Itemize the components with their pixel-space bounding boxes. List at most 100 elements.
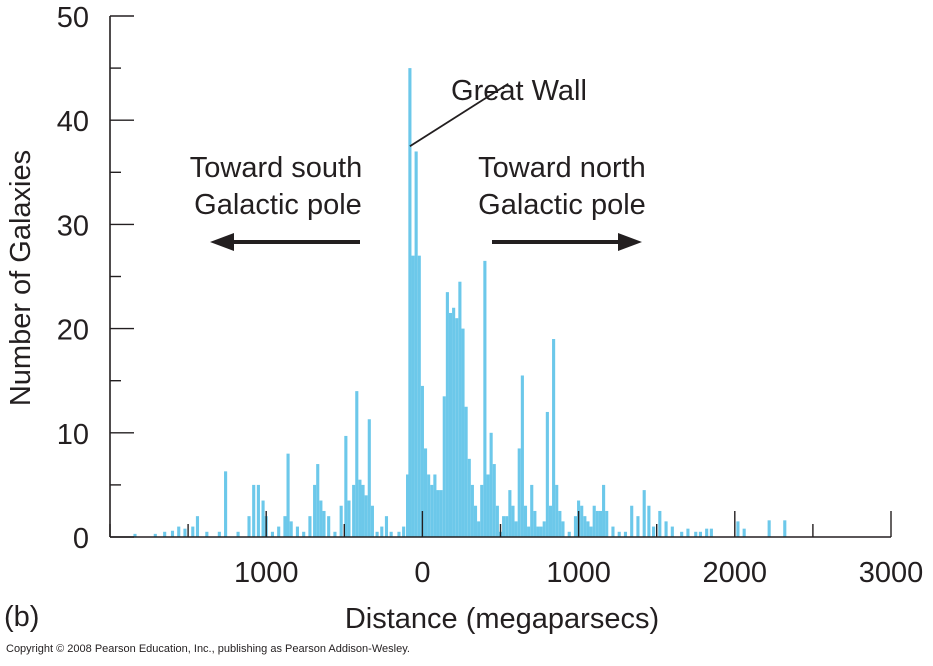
histogram-bar [406, 474, 410, 537]
histogram-bar [617, 531, 621, 537]
x-tick-label: 3000 [859, 557, 924, 589]
histogram-bar [705, 528, 709, 537]
histogram-bar [686, 528, 690, 537]
histogram-bar [423, 448, 428, 537]
histogram-bar [461, 328, 465, 537]
histogram-bar [527, 526, 531, 537]
histogram-bar [322, 510, 326, 537]
histogram-bar [436, 490, 440, 537]
histogram-bar [520, 375, 524, 537]
histogram-bar [586, 521, 590, 537]
y-tick-label: 50 [57, 2, 89, 34]
copyright-notice: Copyright © 2008 Pearson Education, Inc.… [6, 643, 410, 655]
histogram-bar [408, 68, 412, 537]
histogram-bar [736, 521, 740, 537]
histogram-bar [477, 521, 481, 537]
histogram-bar [611, 526, 615, 537]
histogram-bar [783, 520, 787, 537]
x-axis-title: Distance (megaparsecs) [345, 603, 659, 635]
histogram-bar [414, 151, 418, 537]
histogram-bar [505, 516, 509, 537]
histogram-bar [523, 505, 528, 537]
histogram-bar [483, 260, 487, 537]
histogram-bar [592, 505, 596, 537]
histogram-bar [480, 484, 484, 537]
histogram-bar [589, 526, 593, 537]
histogram-bar [339, 505, 343, 537]
histogram-bar [247, 516, 251, 537]
bars-group [133, 68, 787, 537]
south-pole-label-line2: Galactic pole [194, 189, 362, 221]
histogram-bar [492, 464, 496, 537]
histogram-bar [502, 516, 506, 537]
histogram-bar [133, 533, 137, 537]
histogram-bar [709, 528, 713, 537]
histogram-bar [389, 531, 393, 537]
histogram-bar [183, 528, 187, 537]
histogram-bar [605, 510, 609, 537]
histogram-bar [598, 510, 603, 537]
south-pole-label-line1: Toward south [190, 152, 363, 184]
histogram-bar [670, 526, 674, 537]
histogram-bar [467, 458, 471, 537]
histogram-bar [561, 521, 565, 537]
histogram-bar [205, 531, 209, 537]
histogram-bar [420, 385, 424, 537]
histogram-bar [277, 526, 281, 537]
x-tick-label: 1000 [234, 557, 299, 589]
histogram-bar [442, 396, 446, 537]
histogram-bar [445, 292, 449, 537]
histogram-bar [517, 448, 521, 537]
histogram-bar [664, 521, 668, 537]
histogram-bar [256, 484, 260, 537]
great-wall-leader-line [409, 82, 509, 148]
histogram-bar [402, 526, 406, 537]
histogram-bar [767, 520, 771, 537]
histogram-bar [411, 255, 415, 537]
y-tick-label: 20 [57, 315, 89, 347]
left-arrow [210, 233, 360, 251]
panel-label: (b) [4, 601, 39, 633]
histogram-bar [417, 255, 421, 537]
histogram-bar [473, 505, 478, 537]
histogram-bar [427, 474, 431, 537]
histogram-bar [283, 516, 287, 537]
histogram-bar [694, 531, 698, 537]
histogram-bar [236, 531, 240, 537]
histogram-bar [224, 471, 228, 537]
histogram-bar [555, 484, 559, 537]
annotations-group: Great Wall Toward south Galactic pole To… [190, 75, 646, 251]
histogram-bar [567, 531, 571, 537]
histogram-bar [658, 510, 662, 537]
histogram-bar [327, 516, 331, 537]
histogram-bar [316, 464, 320, 537]
histogram-bar [252, 484, 256, 537]
x-tick-label: 1000 [546, 557, 611, 589]
histogram-bar [191, 526, 195, 537]
histogram-bar [344, 435, 348, 537]
histogram-bar [495, 505, 499, 537]
y-tick-label: 40 [57, 106, 89, 138]
great-wall-label: Great Wall [451, 75, 587, 107]
histogram-bar [464, 406, 468, 537]
tick-labels-group: 0 10 20 30 40 50 1000 0 1000 2000 3000 [57, 2, 924, 589]
x-tick-label: 0 [414, 557, 430, 589]
histogram-bar [270, 531, 275, 537]
y-tick-label: 10 [57, 419, 89, 451]
histogram-bar [642, 490, 646, 537]
histogram-bar [433, 474, 437, 537]
histogram-bar [647, 505, 651, 537]
histogram-bar [580, 505, 584, 537]
histogram-bar [347, 500, 351, 537]
axes-group [109, 15, 892, 538]
histogram-bar [195, 516, 200, 537]
histogram-bar [545, 411, 549, 537]
y-axis-title: Number of Galaxies [5, 150, 37, 406]
y-tick-label: 30 [57, 210, 89, 242]
histogram-bar [430, 484, 434, 537]
histogram-bar [261, 500, 265, 537]
histogram-bar [177, 526, 181, 537]
y-tick-label: 0 [73, 523, 89, 555]
histogram-bar [742, 528, 746, 537]
